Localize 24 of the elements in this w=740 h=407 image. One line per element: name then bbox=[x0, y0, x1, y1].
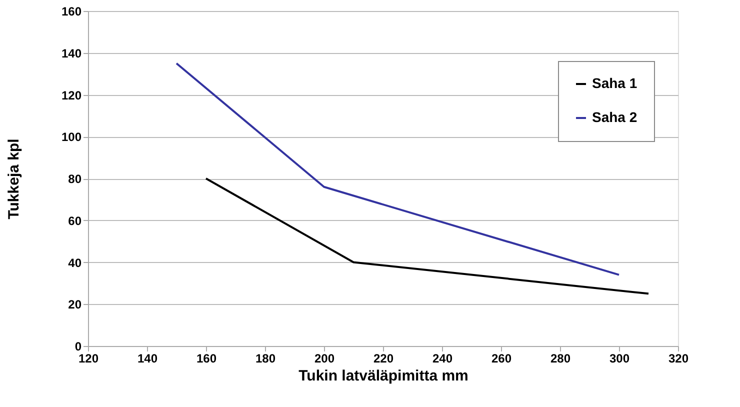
y-tick-label: 60 bbox=[68, 214, 82, 228]
x-tick-label: 220 bbox=[373, 352, 394, 366]
y-tick-label: 40 bbox=[68, 256, 82, 270]
y-tick-label: 100 bbox=[61, 130, 82, 144]
x-tick-label: 240 bbox=[432, 352, 453, 366]
legend-label: Saha 1 bbox=[592, 75, 638, 91]
y-tick-label: 20 bbox=[68, 298, 82, 312]
x-tick-label: 160 bbox=[196, 352, 217, 366]
x-tick-label: 320 bbox=[668, 352, 689, 366]
x-tick-label: 200 bbox=[314, 352, 335, 366]
x-axis-title: Tukin latväläpimitta mm bbox=[298, 368, 468, 384]
legend-label: Saha 2 bbox=[592, 109, 638, 125]
y-tick-label: 140 bbox=[61, 46, 82, 60]
x-tick-label: 140 bbox=[137, 352, 158, 366]
x-tick-label: 300 bbox=[609, 352, 630, 366]
y-tick-label: 0 bbox=[74, 340, 82, 354]
y-axis-title: Tukkeja kpl bbox=[5, 138, 22, 220]
x-tick-label: 280 bbox=[550, 352, 571, 366]
x-tick-label: 180 bbox=[255, 352, 276, 366]
y-tick-label: 80 bbox=[68, 172, 82, 186]
y-tick-label: 120 bbox=[61, 88, 82, 102]
y-tick-label: 160 bbox=[61, 4, 82, 18]
x-tick-label: 120 bbox=[78, 352, 99, 366]
x-tick-label: 260 bbox=[491, 352, 512, 366]
